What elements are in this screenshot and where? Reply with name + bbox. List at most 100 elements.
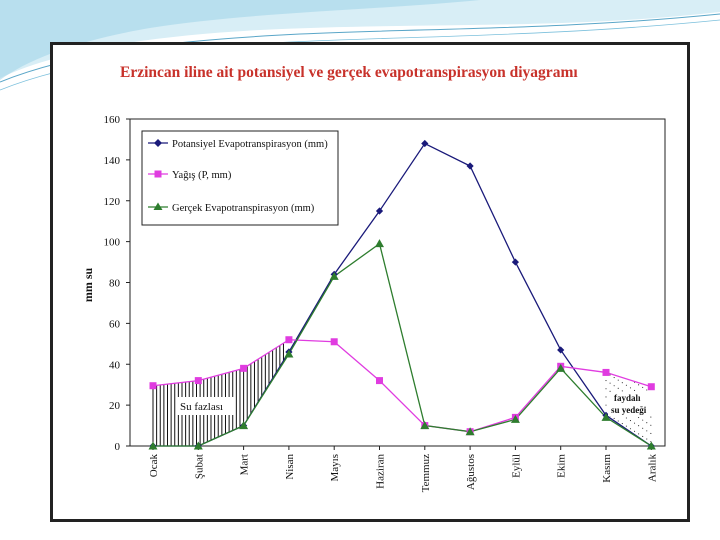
x-tick-label: Nisan [284, 454, 296, 480]
reserve-dot [609, 374, 611, 376]
y-tick-label: 0 [115, 441, 121, 453]
actual-et-point [601, 412, 611, 421]
x-tick-label: Mayıs [329, 454, 341, 482]
reserve-dot [642, 386, 644, 388]
reserve-dot [613, 377, 615, 379]
actual-et-point [646, 441, 656, 450]
reserve-dot [605, 396, 607, 398]
reserve-label-line2: su yedeği [611, 405, 647, 415]
precipitation-point [194, 377, 202, 385]
reserve-label-line1: faydalı [614, 393, 641, 403]
x-tick-label: Kasım [601, 454, 613, 483]
reserve-dot [625, 417, 627, 419]
reserve-dot [638, 433, 640, 435]
y-tick-label: 140 [104, 155, 121, 167]
legend-label-potential: Potansiyel Evapotranspirasyon (mm) [172, 139, 328, 150]
legend-box [141, 130, 339, 226]
annotation-reserve: faydalı su yedeği [608, 392, 652, 416]
precipitation-point [647, 383, 655, 391]
precipitation-point [149, 382, 157, 390]
reserve-dot [646, 422, 648, 424]
actual-et-point [193, 441, 203, 450]
actual-et-point [239, 421, 249, 430]
x-tick-label: Ekim [556, 454, 568, 478]
reserve-dot [638, 384, 640, 386]
potential-et-point [375, 207, 384, 215]
potential-et-point [421, 139, 429, 148]
reserve-dot [633, 430, 636, 432]
legend-label-actual: Gerçek Evapotranspirasyon (mm) [172, 203, 315, 214]
y-tick-label: 100 [104, 237, 121, 249]
actual-et-point [465, 427, 475, 436]
actual-et-point [556, 363, 566, 372]
legend: Potansiyel Evapotranspirasyon (mm) Yağış… [141, 130, 339, 226]
precipitation-line [152, 339, 652, 433]
x-tick-label: Mart [239, 454, 251, 475]
reserve-dot [605, 388, 607, 390]
y-tick-label: 20 [109, 400, 121, 412]
reserve-dot [638, 417, 640, 419]
y-tick-label: 60 [109, 318, 121, 330]
precipitation-point [240, 364, 248, 372]
reserve-dot [617, 379, 619, 381]
potential-et-point [557, 346, 565, 354]
reserve-dot [605, 380, 607, 382]
actual-et-point [375, 239, 384, 248]
reserve-label-bg [608, 392, 652, 416]
reserve-dot [629, 428, 632, 430]
surplus-label-bg [176, 397, 234, 415]
reserve-dot [650, 416, 652, 418]
legend-marker-potential [154, 139, 162, 147]
actual-et-point [510, 414, 520, 423]
actual-et-point [284, 349, 294, 358]
reserve-dot [629, 387, 632, 389]
y-tick-label: 40 [109, 359, 121, 371]
actual-et-point [148, 441, 158, 450]
reserve-dot [629, 420, 632, 422]
precipitation-point [330, 338, 338, 346]
x-tick-label: Eylül [510, 454, 522, 478]
reserve-dot [642, 419, 644, 421]
x-tick-label: Aralık [646, 454, 658, 483]
reserve-dot [633, 389, 636, 392]
x-tick-label: Haziran [375, 454, 387, 489]
reserve-dot [609, 382, 611, 384]
reserve-dot [650, 424, 652, 426]
actual-et-point [329, 271, 339, 280]
surplus-label: Su fazlası [180, 401, 223, 413]
y-axis-label: mm su [81, 268, 95, 303]
precipitation-point [376, 377, 383, 385]
x-tick-label: Ağustos [465, 454, 477, 490]
actual-et-line [153, 242, 652, 447]
reserve-dot [609, 390, 611, 392]
reserve-dot [625, 384, 627, 386]
precipitation-point [602, 368, 610, 376]
chart-title: Erzincan iline ait potansiyel ve gerçek … [120, 64, 578, 81]
reserve-dot [642, 427, 644, 429]
reserve-dot [621, 382, 623, 384]
reserve-dot [617, 387, 619, 389]
annotation-surplus: Su fazlası [176, 397, 234, 415]
legend-marker-precip [154, 170, 162, 178]
reserve-dot [617, 420, 619, 422]
precipitation-point [285, 336, 293, 344]
y-tick-label: 120 [104, 196, 121, 208]
potential-et-point [511, 258, 519, 266]
y-tick-label: 80 [109, 278, 121, 290]
reserve-dot [646, 438, 648, 440]
reserve-dot [621, 423, 623, 425]
reserve-dot [613, 385, 615, 387]
x-tick-label: Ocak [148, 454, 160, 478]
reserve-dot [650, 432, 652, 435]
reserve-dot [646, 430, 648, 432]
reserve-dot [638, 425, 640, 427]
reserve-dot [613, 417, 615, 420]
reserve-dot [605, 404, 607, 406]
y-tick-label: 160 [104, 114, 121, 126]
actual-et-point [420, 421, 430, 430]
potential-et-point [466, 162, 474, 170]
legend-marker-actual [153, 202, 163, 210]
legend-label-precip: Yağış (P, mm) [172, 170, 232, 181]
reserve-dot [642, 435, 644, 438]
